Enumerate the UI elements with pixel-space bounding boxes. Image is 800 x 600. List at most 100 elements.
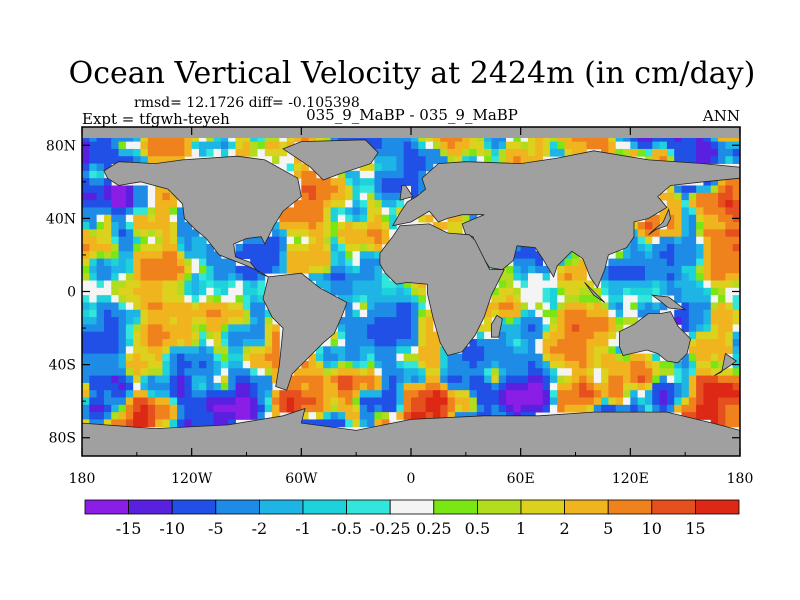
field-cell (659, 236, 668, 245)
field-cell (220, 141, 229, 150)
field-cell (652, 287, 660, 296)
field-cell (169, 200, 178, 208)
field-cell (506, 368, 514, 376)
field-cell (169, 192, 178, 201)
field-cell (593, 287, 602, 296)
field-cell (235, 302, 244, 311)
field-cell (235, 317, 244, 325)
field-cell (345, 404, 353, 413)
field-cell (513, 309, 522, 318)
field-cell (652, 390, 660, 398)
field-cell (418, 346, 427, 355)
field-cell (103, 134, 112, 143)
field-cell (454, 141, 463, 150)
field-cell (557, 295, 565, 303)
field-cell (111, 200, 119, 208)
field-cell (206, 375, 214, 384)
field-cell (250, 258, 258, 267)
field-cell (345, 185, 353, 194)
field-cell (696, 339, 704, 347)
field-cell (491, 346, 500, 355)
field-cell (725, 412, 734, 420)
field-cell (579, 265, 587, 274)
field-cell (652, 243, 660, 252)
field-cell (147, 317, 156, 325)
field-cell (147, 404, 156, 413)
field-cell (674, 229, 682, 238)
field-cell (330, 397, 339, 406)
field-cell (279, 214, 288, 223)
field-cell (242, 273, 251, 281)
field-cell (593, 346, 602, 355)
field-cell (506, 346, 514, 355)
field-cell (718, 192, 726, 201)
field-cell (279, 251, 288, 259)
field-cell (206, 148, 214, 157)
field-cell (557, 309, 565, 318)
field-cell (184, 236, 193, 245)
field-cell (732, 156, 741, 164)
field-cell (103, 331, 112, 340)
field-cell (169, 295, 178, 303)
field-cell (527, 368, 536, 376)
field-cell (162, 382, 171, 391)
field-cell (652, 214, 660, 223)
field-cell (513, 360, 522, 369)
field-cell (688, 214, 697, 223)
field-cell (696, 222, 704, 230)
field-cell (432, 412, 441, 420)
field-cell (264, 317, 273, 325)
field-cell (155, 207, 163, 216)
field-cell (315, 397, 324, 406)
field-cell (82, 207, 90, 216)
field-cell (681, 273, 690, 281)
field-cell (725, 148, 734, 157)
field-cell (220, 148, 229, 157)
land-polygon (399, 185, 414, 201)
field-cell (82, 170, 90, 179)
field-cell (527, 243, 536, 252)
field-cell (696, 404, 704, 413)
field-cell (191, 280, 200, 289)
field-cell (367, 185, 375, 194)
land-polygon (714, 352, 737, 376)
field-cell (688, 200, 697, 208)
field-cell (527, 258, 536, 267)
field-cell (557, 375, 565, 384)
field-cell (718, 309, 726, 318)
field-cell (462, 404, 470, 413)
field-cell (162, 214, 171, 223)
field-cell (133, 397, 141, 406)
field-cell (557, 141, 565, 150)
field-cell (103, 229, 112, 238)
field-cell (155, 360, 163, 369)
field-cell (125, 353, 134, 362)
field-cell (506, 331, 514, 340)
field-cell (615, 309, 624, 318)
field-cell (198, 382, 207, 391)
field-cell (169, 258, 178, 267)
field-cell (381, 360, 390, 369)
field-cell (666, 287, 675, 296)
field-cell (579, 324, 587, 333)
field-cell (520, 404, 529, 413)
field-cell (520, 287, 529, 296)
field-cell (140, 192, 149, 201)
field-cell (184, 141, 193, 150)
field-cell (82, 375, 90, 384)
field-cell (601, 295, 609, 303)
field-cell (681, 141, 690, 150)
field-cell (337, 222, 346, 230)
field-cell (418, 170, 427, 179)
field-cell (352, 265, 361, 274)
field-cell (608, 134, 617, 143)
field-cell (352, 368, 361, 376)
field-cell (177, 404, 185, 413)
field-cell (323, 360, 331, 369)
field-cell (82, 382, 90, 391)
field-cell (710, 404, 719, 413)
field-cell (133, 404, 141, 413)
field-cell (228, 309, 236, 318)
field-cell (571, 258, 580, 267)
field-cell (103, 324, 112, 333)
